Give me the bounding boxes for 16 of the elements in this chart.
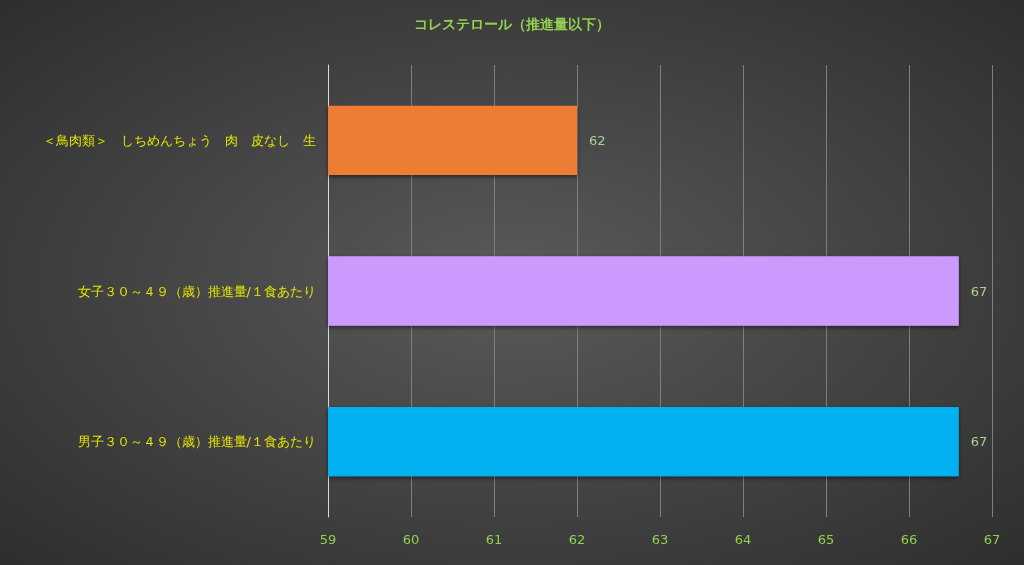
data-label: 67 xyxy=(970,434,988,450)
x-tick-label: 60 xyxy=(402,532,420,547)
y-tick-label: 女子３０～４９（歳）推進量/１食あたり xyxy=(77,283,316,299)
x-tick-label: 64 xyxy=(734,532,752,547)
chart-title: コレステロール（推進量以下） xyxy=(414,16,610,32)
y-tick-label: ＜鳥肉類＞ しちめんちょう 肉 皮なし 生 xyxy=(43,132,316,148)
data-label: 67 xyxy=(970,283,988,299)
x-tick-label: 61 xyxy=(485,532,503,547)
x-tick-label: 67 xyxy=(983,532,1001,547)
x-tick-label: 62 xyxy=(568,532,586,547)
x-tick-label: 66 xyxy=(900,532,918,547)
x-tick-label: 65 xyxy=(817,532,835,547)
data-label: 62 xyxy=(589,132,606,148)
x-tick-label: 63 xyxy=(651,532,669,547)
y-tick-label: 男子３０～４９（歳）推進量/１食あたり xyxy=(77,434,316,450)
x-tick-label: 59 xyxy=(319,532,337,547)
